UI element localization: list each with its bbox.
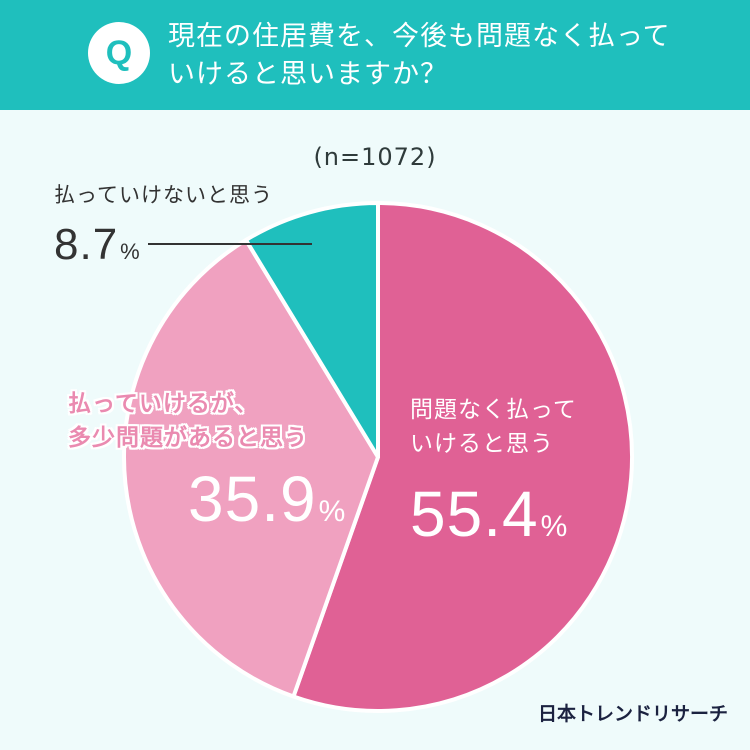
slice-label-yes-line-1: 問題なく払って <box>410 397 577 423</box>
question-text: 現在の住居費を、今後も問題なく払って いけると思いますか？ <box>168 18 728 94</box>
slice-value-mostly-number: 35.9 <box>188 463 317 535</box>
slice-label-mostly-line-2: 多少問題があると思う <box>68 425 308 451</box>
q-badge-icon: Q <box>88 22 150 84</box>
question-line-2: いけると思いますか？ <box>168 59 448 90</box>
slice-label-no: 払っていけないと思う 8.7% <box>54 178 273 277</box>
pie-slice-no <box>243 201 380 459</box>
slice-value-no-number: 8.7 <box>54 220 119 269</box>
slice-value-mostly: 35.9% <box>188 464 346 547</box>
slice-label-no-line-1: 払っていけないと思う <box>54 183 273 207</box>
slice-value-yes-number: 55.4 <box>410 478 539 550</box>
slice-label-mostly: 払っていけるが、 多少問題があると思う <box>68 387 308 455</box>
slice-value-no-unit: % <box>120 239 141 264</box>
slice-label-yes-line-2: いけると思う <box>410 431 554 457</box>
slice-value-no: 8.7% <box>54 220 273 277</box>
question-header: Q 現在の住居費を、今後も問題なく払って いけると思いますか？ <box>0 0 750 110</box>
slice-value-yes-unit: % <box>540 510 569 543</box>
brand-logo: 日本トレンドリサーチ <box>537 703 728 725</box>
slice-label-mostly-line-1: 払っていけるが、 <box>68 391 259 417</box>
sample-size: (n=1072) <box>313 143 437 171</box>
slice-value-yes: 55.4% <box>410 479 577 562</box>
slice-label-yes: 問題なく払って いけると思う 55.4% <box>410 393 577 562</box>
question-line-1: 現在の住居費を、今後も問題なく払って <box>168 21 671 52</box>
slice-value-mostly-unit: % <box>318 495 347 528</box>
